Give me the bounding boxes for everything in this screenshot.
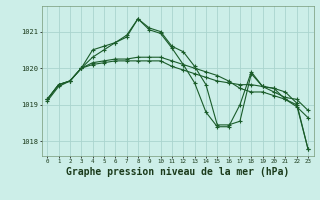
X-axis label: Graphe pression niveau de la mer (hPa): Graphe pression niveau de la mer (hPa) — [66, 167, 289, 177]
